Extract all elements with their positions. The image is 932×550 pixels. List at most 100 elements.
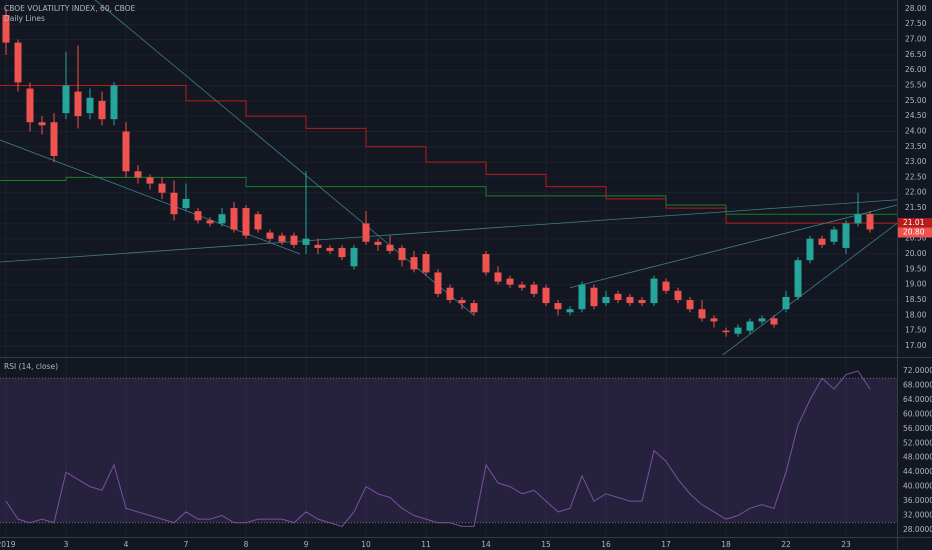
price-badge bbox=[898, 218, 932, 229]
candle-body bbox=[530, 284, 538, 294]
chart-title: CBOE VOLATILITY INDEX, 60, CBOE bbox=[4, 4, 136, 13]
step-line bbox=[0, 176, 897, 215]
candle-body bbox=[14, 42, 22, 83]
axes: 17.00 17.50 18.00 18.50 19.00 19.50 20.00 20.50… bbox=[0, 4, 932, 549]
candle-body bbox=[158, 183, 166, 193]
candle-body bbox=[806, 238, 814, 261]
y-tick-label: 20.00 bbox=[905, 249, 927, 258]
candle-body bbox=[110, 85, 118, 120]
rsi-tick-label: 48.0000 bbox=[903, 453, 932, 462]
candle-body bbox=[74, 91, 82, 117]
candle-body bbox=[170, 192, 178, 215]
candle-body bbox=[842, 223, 850, 248]
last-price-label: 20.80 bbox=[903, 228, 925, 237]
x-tick-label: 10 bbox=[361, 540, 371, 549]
candle-body bbox=[86, 97, 94, 114]
x-tick-label: 7 bbox=[184, 540, 189, 549]
candle-body bbox=[50, 122, 58, 156]
x-tick-label: 14 bbox=[481, 540, 491, 549]
candle-body bbox=[302, 238, 310, 245]
candle-body bbox=[278, 235, 286, 242]
candle-body bbox=[62, 85, 70, 114]
x-tick-label: 16 bbox=[601, 540, 611, 549]
candle-body bbox=[542, 287, 550, 304]
candle-body bbox=[194, 211, 202, 221]
candle-body bbox=[206, 220, 214, 224]
y-tick-label: 26.50 bbox=[905, 50, 927, 59]
x-tick-label: 4 bbox=[124, 540, 129, 549]
candle-body bbox=[830, 229, 838, 242]
x-tick-label: 8 bbox=[244, 540, 249, 549]
candle-body bbox=[254, 214, 262, 230]
x-tick-label: 2019 bbox=[0, 540, 16, 549]
candle-body bbox=[566, 309, 574, 313]
candle-body bbox=[26, 88, 34, 123]
candle-body bbox=[230, 208, 238, 230]
candle-body bbox=[470, 303, 478, 313]
rsi-tick-label: 40.0000 bbox=[903, 482, 932, 491]
y-tick-label: 27.50 bbox=[905, 19, 927, 28]
y-tick-label: 21.50 bbox=[905, 203, 927, 212]
candle-body bbox=[854, 214, 862, 224]
rsi-tick-label: 64.0000 bbox=[903, 395, 932, 404]
y-tick-label: 25.00 bbox=[905, 96, 927, 105]
candle-body bbox=[638, 300, 646, 304]
rsi-tick-label: 52.0000 bbox=[903, 438, 932, 447]
candle-body bbox=[266, 232, 274, 239]
y-tick-label: 23.00 bbox=[905, 157, 927, 166]
rsi-tick-label: 72.0000 bbox=[903, 366, 932, 375]
y-tick-label: 27.00 bbox=[905, 35, 927, 44]
x-tick-label: 3 bbox=[64, 540, 69, 549]
candle-body bbox=[554, 303, 562, 310]
candle-body bbox=[626, 296, 634, 304]
rsi-tick-label: 36.0000 bbox=[903, 496, 932, 505]
candle-body bbox=[38, 122, 46, 126]
candle-body bbox=[578, 284, 586, 310]
x-tick-label: 9 bbox=[304, 540, 309, 549]
grid bbox=[0, 0, 897, 537]
candle-body bbox=[818, 238, 826, 245]
y-tick-label: 26.00 bbox=[905, 65, 927, 74]
candle-body bbox=[326, 247, 334, 251]
y-tick-label: 19.00 bbox=[905, 280, 927, 289]
y-tick-label: 20.50 bbox=[905, 234, 927, 243]
candle-body bbox=[146, 177, 154, 184]
candle-body bbox=[458, 300, 466, 304]
candle-body bbox=[2, 15, 10, 43]
trendline bbox=[0, 139, 301, 255]
candle-body bbox=[650, 278, 658, 304]
y-tick-label: 24.50 bbox=[905, 111, 927, 120]
rsi-pane bbox=[0, 370, 897, 527]
y-tick-label: 17.50 bbox=[905, 326, 927, 335]
y-tick-label: 23.50 bbox=[905, 142, 927, 151]
candle-body bbox=[314, 244, 322, 248]
candle-body bbox=[98, 100, 106, 120]
rsi-tick-label: 44.0000 bbox=[903, 467, 932, 476]
x-tick-label: 17 bbox=[661, 540, 671, 549]
candle-body bbox=[590, 287, 598, 307]
candle-body bbox=[758, 318, 766, 322]
rsi-tick-label: 32.0000 bbox=[903, 511, 932, 520]
candle-body bbox=[710, 318, 718, 322]
candle-body bbox=[674, 290, 682, 301]
candle-body bbox=[362, 223, 370, 242]
rsi-band bbox=[0, 378, 897, 523]
candle-body bbox=[518, 284, 526, 288]
y-tick-label: 18.50 bbox=[905, 295, 927, 304]
candle-body bbox=[698, 309, 706, 319]
candle-body bbox=[746, 321, 754, 331]
x-tick-label: 15 bbox=[541, 540, 551, 549]
candle-body bbox=[506, 278, 514, 285]
y-tick-label: 24.00 bbox=[905, 126, 927, 135]
candle-body bbox=[494, 272, 502, 282]
trendline bbox=[722, 223, 897, 356]
candle-body bbox=[242, 208, 250, 236]
candle-body bbox=[446, 287, 454, 301]
price-pane bbox=[0, 0, 897, 356]
x-tick-label: 18 bbox=[721, 540, 731, 549]
candle-body bbox=[134, 171, 142, 178]
candle-body bbox=[374, 241, 382, 245]
rsi-line bbox=[5, 370, 871, 527]
x-tick-label: 11 bbox=[421, 540, 431, 549]
